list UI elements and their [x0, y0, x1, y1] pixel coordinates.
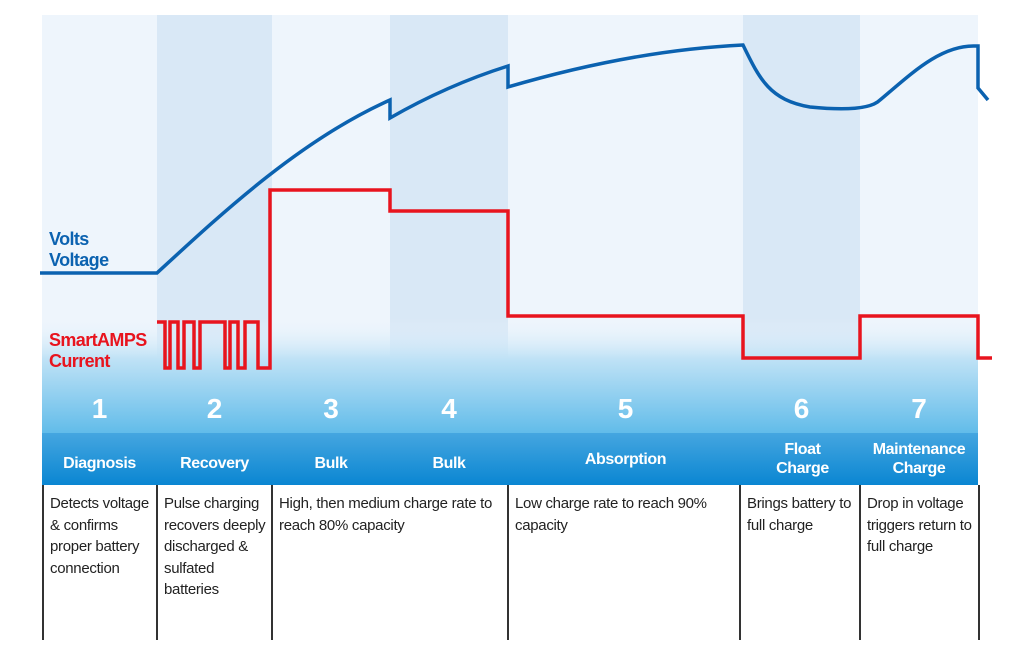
stage-number-1: 1 [91, 393, 108, 424]
stage-number-5: 5 [617, 393, 634, 424]
voltage-legend: Volts Voltage [49, 229, 109, 271]
stage-number-7: 7 [911, 393, 927, 424]
voltage-label-voltage: Voltage [49, 250, 109, 270]
stage-name-4: Bulk [432, 454, 466, 472]
stage-description-5: Low charge rate to reach 90% capacity [507, 485, 743, 640]
stage-description-6: Brings battery to full charge [739, 485, 860, 640]
stage-number-2: 2 [206, 393, 223, 424]
stage-name-3: Bulk [314, 454, 348, 472]
stage-description-7: Drop in voltage triggers return to full … [859, 485, 980, 640]
current-line [157, 188, 992, 370]
stage-header-band [42, 433, 978, 485]
voltage-label-volts: Volts [49, 229, 89, 249]
stage-number-3: 3 [323, 393, 339, 424]
current-label-smartamps: SmartAMPS [49, 330, 147, 350]
current-label-current: Current [49, 351, 110, 371]
stage-description-bulk: High, then medium charge rate to reach 8… [271, 485, 508, 640]
stage-columns [42, 15, 978, 485]
gradient-fade [42, 318, 978, 435]
stage-name-1: Diagnosis [63, 454, 136, 472]
stage-description-2: Pulse charging recovers deeply discharge… [156, 485, 272, 640]
stage-name-6: Float Charge [776, 441, 829, 477]
voltage-line [40, 43, 990, 275]
stage-name-5: Absorption [584, 450, 667, 468]
current-legend: SmartAMPS Current [49, 330, 147, 372]
stage-name-7: Maintenance Charge [872, 441, 966, 477]
stage-description-1: Detects voltage & confirms proper batter… [42, 485, 157, 640]
stage-number-6: 6 [793, 393, 810, 424]
stage-name-2: Recovery [180, 454, 249, 472]
stage-number-4: 4 [441, 393, 457, 424]
